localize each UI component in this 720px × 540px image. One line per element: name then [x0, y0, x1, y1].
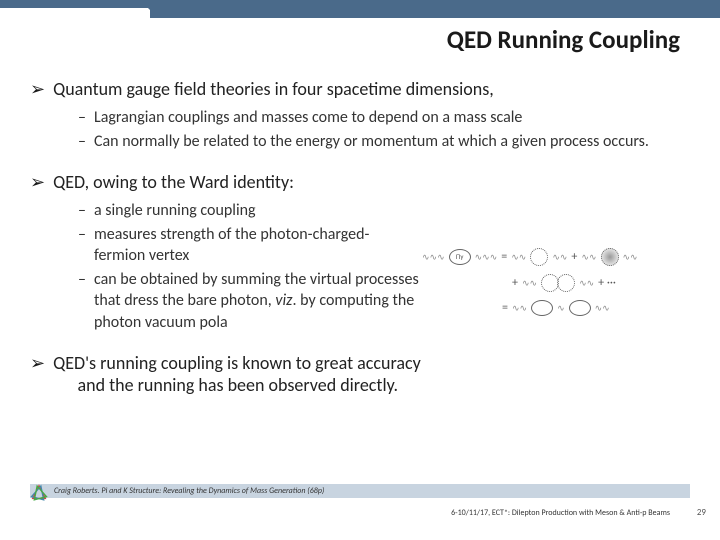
plus-icon: +: [571, 250, 577, 264]
dash-icon: –: [78, 200, 86, 222]
diagram-row-1: ∿∿∿ Πγ ∿∿∿ = ∿∿ ∿∿ + ∿∿ ∿∿: [422, 248, 702, 266]
loop-icon: [530, 248, 548, 266]
header-notch-diag: [140, 0, 158, 18]
equals-icon: =: [502, 301, 508, 315]
bullet-main-2: ➢ QED, owing to the Ward identity:: [30, 171, 700, 194]
sub-text: can be obtained by summing the virtual p…: [94, 269, 424, 334]
bullet-text: QED's running coupling is known to great…: [53, 352, 421, 396]
footer-bar: Craig Roberts. Pi and K Structure: Revea…: [30, 484, 690, 498]
loop-icon: [601, 248, 619, 266]
sub-item: – Can normally be related to the energy …: [78, 131, 700, 153]
diagram-row-2: + ∿∿ ∿∿ + ···: [512, 274, 702, 292]
logo-icon: [30, 484, 48, 502]
sub-list-1: – Lagrangian couplings and masses come t…: [78, 107, 700, 152]
sub-item: – Lagrangian couplings and masses come t…: [78, 107, 700, 129]
bullet-main-1: ➢ Quantum gauge field theories in four s…: [30, 78, 700, 101]
feynman-diagram: ∿∿∿ Πγ ∿∿∿ = ∿∿ ∿∿ + ∿∿ ∿∿ + ∿∿ ∿∿ + ···…: [422, 248, 702, 368]
loop-icon: [531, 300, 553, 316]
arrow-icon: ➢: [30, 352, 45, 375]
footer-meta: 6-10/11/17, ECT*: Dilepton Production wi…: [451, 508, 670, 518]
loop-icon: [557, 274, 575, 292]
sub-text: measures strength of the photon-charged-…: [94, 224, 384, 267]
footer-credit: Craig Roberts. Pi and K Structure: Revea…: [30, 486, 324, 496]
sub-text: Can normally be related to the energy or…: [94, 131, 700, 153]
sub-text: a single running coupling: [94, 200, 700, 222]
plus-icon: + ···: [598, 276, 616, 290]
plus-icon: +: [512, 276, 518, 290]
dash-icon: –: [78, 269, 86, 291]
sub-item: – a single running coupling: [78, 200, 700, 222]
arrow-icon: ➢: [30, 171, 45, 194]
page-title: QED Running Coupling: [447, 24, 680, 55]
header-notch: [150, 0, 720, 18]
pi-blob-icon: Πγ: [449, 249, 471, 265]
dash-icon: –: [78, 224, 86, 246]
equals-icon: =: [501, 250, 507, 264]
bullet-text: QED, owing to the Ward identity:: [53, 171, 294, 193]
dash-icon: –: [78, 107, 86, 129]
sub-text: Lagrangian couplings and masses come to …: [94, 107, 700, 129]
pi-blob-icon: [569, 300, 591, 316]
page-number: 29: [697, 507, 706, 518]
arrow-icon: ➢: [30, 78, 45, 101]
dash-icon: –: [78, 131, 86, 153]
bullet-text: Quantum gauge field theories in four spa…: [53, 78, 494, 100]
diagram-row-3: = ∿∿ ∿ ∿∿: [502, 300, 702, 316]
